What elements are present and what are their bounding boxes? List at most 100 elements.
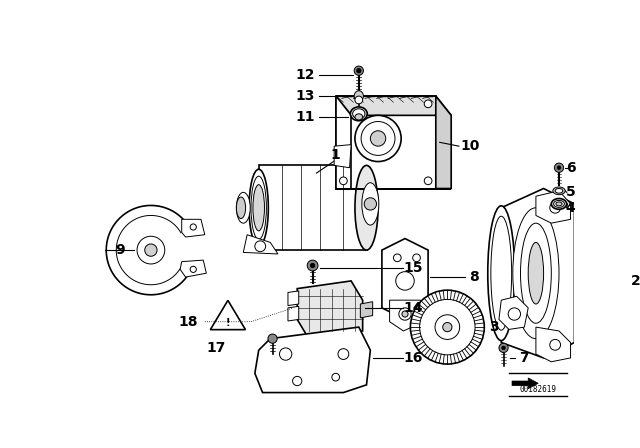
Circle shape [307, 260, 318, 271]
Ellipse shape [355, 165, 378, 250]
Ellipse shape [513, 208, 559, 339]
Polygon shape [336, 96, 436, 189]
Text: 5: 5 [566, 185, 575, 199]
Text: 13: 13 [295, 89, 315, 103]
Polygon shape [297, 281, 363, 339]
Polygon shape [536, 191, 570, 223]
Circle shape [402, 311, 408, 317]
Circle shape [268, 334, 277, 343]
Ellipse shape [251, 176, 266, 239]
Text: 6: 6 [566, 161, 575, 175]
Polygon shape [211, 301, 246, 330]
Ellipse shape [554, 200, 564, 207]
Circle shape [190, 224, 196, 230]
Polygon shape [501, 189, 575, 358]
Circle shape [499, 343, 508, 353]
Circle shape [557, 166, 561, 170]
Ellipse shape [236, 192, 250, 223]
Text: !: ! [226, 318, 230, 328]
Circle shape [508, 308, 520, 320]
Circle shape [413, 254, 420, 262]
Circle shape [292, 376, 302, 386]
Ellipse shape [353, 109, 365, 119]
Circle shape [435, 315, 460, 340]
Circle shape [332, 373, 340, 381]
Ellipse shape [354, 91, 364, 102]
Text: 9: 9 [115, 243, 125, 257]
Text: 4: 4 [566, 201, 575, 215]
Circle shape [190, 266, 196, 272]
Polygon shape [360, 302, 372, 318]
Circle shape [502, 346, 506, 350]
Text: 8: 8 [469, 270, 479, 284]
Circle shape [255, 241, 266, 252]
Circle shape [410, 290, 484, 364]
Circle shape [443, 323, 452, 332]
Polygon shape [288, 306, 299, 321]
Text: 18: 18 [178, 314, 198, 329]
Text: 10: 10 [461, 139, 480, 153]
Polygon shape [499, 296, 528, 329]
Ellipse shape [520, 223, 551, 323]
Text: 7: 7 [520, 351, 529, 365]
Ellipse shape [491, 216, 511, 330]
Circle shape [280, 348, 292, 360]
Circle shape [355, 116, 401, 162]
Polygon shape [512, 378, 538, 389]
Polygon shape [182, 220, 205, 237]
Ellipse shape [253, 185, 264, 231]
Polygon shape [255, 327, 371, 392]
Polygon shape [390, 300, 420, 331]
Circle shape [137, 236, 164, 264]
Circle shape [340, 177, 348, 185]
Text: 16: 16 [403, 351, 422, 365]
Text: 14: 14 [403, 301, 422, 315]
Ellipse shape [355, 96, 363, 104]
Circle shape [420, 299, 475, 355]
Circle shape [364, 198, 376, 210]
Text: 00182619: 00182619 [519, 385, 556, 394]
Ellipse shape [528, 242, 543, 304]
Polygon shape [436, 96, 451, 189]
Polygon shape [243, 235, 278, 254]
Text: 15: 15 [403, 261, 422, 275]
Circle shape [361, 121, 395, 155]
Ellipse shape [556, 202, 562, 206]
Ellipse shape [555, 189, 563, 193]
Circle shape [396, 271, 414, 290]
Circle shape [399, 308, 411, 320]
Polygon shape [288, 291, 299, 306]
Circle shape [145, 244, 157, 256]
Bar [259, 165, 367, 250]
Polygon shape [336, 96, 351, 189]
Polygon shape [336, 96, 451, 116]
Polygon shape [382, 238, 428, 319]
Circle shape [338, 349, 349, 359]
Text: 1: 1 [331, 148, 340, 162]
Ellipse shape [350, 107, 367, 121]
Circle shape [424, 100, 432, 108]
Circle shape [394, 254, 401, 262]
Text: 17: 17 [207, 341, 226, 355]
Circle shape [550, 202, 561, 213]
Circle shape [356, 69, 361, 73]
Text: 11: 11 [295, 110, 315, 124]
Circle shape [354, 66, 364, 75]
Polygon shape [334, 145, 351, 168]
Ellipse shape [362, 183, 379, 225]
Ellipse shape [236, 197, 246, 219]
Polygon shape [536, 327, 570, 362]
Text: 3: 3 [490, 320, 499, 334]
Circle shape [554, 163, 564, 172]
Ellipse shape [249, 169, 268, 246]
Ellipse shape [355, 114, 363, 120]
Circle shape [371, 131, 386, 146]
Circle shape [550, 340, 561, 350]
Ellipse shape [551, 198, 566, 209]
Circle shape [310, 263, 315, 268]
Ellipse shape [488, 206, 515, 340]
Ellipse shape [553, 187, 565, 195]
Text: 12: 12 [295, 68, 315, 82]
Text: 2: 2 [631, 274, 640, 288]
Polygon shape [180, 260, 206, 277]
